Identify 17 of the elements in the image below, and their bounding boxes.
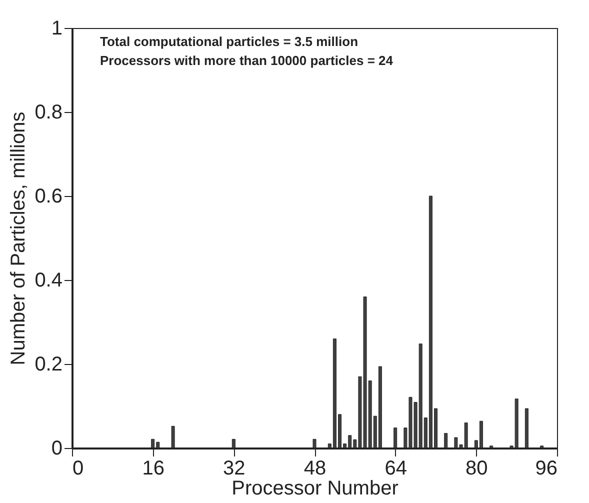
y-axis-title: Number of Particles, millions: [8, 112, 30, 366]
x-tick-label: 48: [304, 458, 326, 480]
annotation: Processors with more than 10000 particles = 24: [100, 53, 394, 68]
x-tick-label: 32: [223, 458, 246, 480]
x-tick-label: 0: [72, 458, 84, 480]
y-tick-label: 0.4: [34, 270, 62, 292]
y-tick-label: 0.6: [34, 186, 62, 208]
x-tick-label: 80: [466, 458, 488, 480]
x-axis-title: Processor Number: [232, 478, 399, 500]
y-tick-label: 0.2: [34, 354, 62, 376]
x-tick-label: 16: [142, 458, 164, 480]
y-tick-label: 0: [51, 438, 62, 460]
x-tick-label: 96: [535, 458, 558, 480]
y-tick-label: 0.8: [34, 102, 62, 124]
x-tick-label: 64: [384, 458, 407, 480]
y-tick-label: 1: [51, 18, 62, 40]
annotation: Total computational particles = 3.5 million: [100, 34, 358, 49]
